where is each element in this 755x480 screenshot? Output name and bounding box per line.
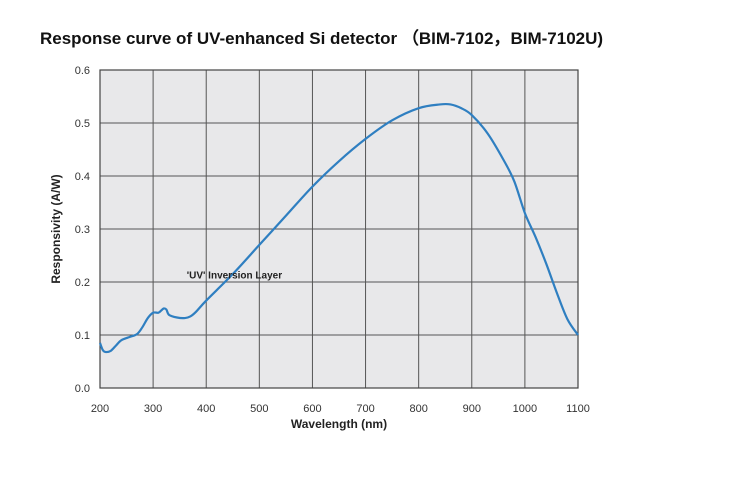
- y-axis-label: Responsivity (A/W): [49, 174, 63, 283]
- y-tick-label: 0.4: [75, 171, 90, 183]
- x-tick-label: 800: [409, 403, 427, 415]
- x-tick-label: 300: [144, 403, 162, 415]
- x-tick-label: 900: [463, 403, 481, 415]
- x-tick-label: 1000: [513, 403, 537, 415]
- y-tick-label: 0.1: [75, 330, 90, 342]
- x-tick-label: 500: [250, 403, 268, 415]
- plot-border: [99, 69, 579, 389]
- y-tick-label: 0.6: [75, 65, 90, 77]
- annotation-uv-inversion-layer: 'UV' Inversion Layer: [187, 271, 282, 282]
- y-tick-label: 0.0: [75, 383, 90, 395]
- y-tick-label: 0.2: [75, 277, 90, 289]
- x-tick-label: 1100: [566, 403, 590, 415]
- y-tick-label: 0.3: [75, 224, 90, 236]
- chart-title: Response curve of UV-enhanced Si detecto…: [40, 29, 604, 48]
- responsivity-curve: [98, 102, 579, 354]
- x-axis-label: Wavelength (nm): [291, 417, 387, 431]
- x-tick-label: 200: [91, 403, 109, 415]
- x-tick-label: 400: [197, 403, 215, 415]
- x-tick-label: 700: [356, 403, 374, 415]
- x-tick-label: 600: [303, 403, 321, 415]
- y-tick-label: 0.5: [75, 118, 90, 130]
